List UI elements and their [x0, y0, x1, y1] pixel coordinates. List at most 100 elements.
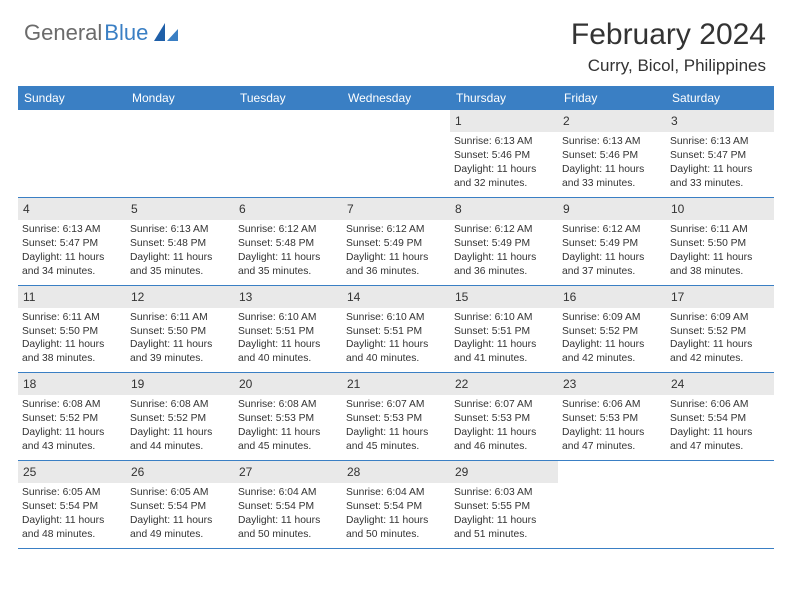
day-number: 9 — [558, 198, 666, 220]
daylight-text: Daylight: 11 hours — [454, 338, 554, 352]
daylight-text: Daylight: 11 hours — [346, 426, 446, 440]
sunset-text: Sunset: 5:54 PM — [130, 500, 230, 514]
day-number: 24 — [666, 373, 774, 395]
calendar-cell: 18Sunrise: 6:08 AMSunset: 5:52 PMDayligh… — [18, 373, 126, 460]
sunset-text: Sunset: 5:46 PM — [562, 149, 662, 163]
calendar-cell: 24Sunrise: 6:06 AMSunset: 5:54 PMDayligh… — [666, 373, 774, 460]
sunrise-text: Sunrise: 6:12 AM — [346, 223, 446, 237]
daylight-text: Daylight: 11 hours — [670, 338, 770, 352]
daylight-text: and 40 minutes. — [346, 352, 446, 366]
calendar-week: 25Sunrise: 6:05 AMSunset: 5:54 PMDayligh… — [18, 461, 774, 549]
day-number: 27 — [234, 461, 342, 483]
calendar-head: Sunday Monday Tuesday Wednesday Thursday… — [18, 86, 774, 110]
day-number: 23 — [558, 373, 666, 395]
daylight-text: Daylight: 11 hours — [130, 514, 230, 528]
sunset-text: Sunset: 5:46 PM — [454, 149, 554, 163]
calendar-cell — [666, 461, 774, 548]
daylight-text: and 47 minutes. — [562, 440, 662, 454]
daylight-text: and 46 minutes. — [454, 440, 554, 454]
sunrise-text: Sunrise: 6:03 AM — [454, 486, 554, 500]
day-number: 13 — [234, 286, 342, 308]
calendar-cell: 22Sunrise: 6:07 AMSunset: 5:53 PMDayligh… — [450, 373, 558, 460]
calendar-cell — [342, 110, 450, 197]
calendar-week: 11Sunrise: 6:11 AMSunset: 5:50 PMDayligh… — [18, 286, 774, 374]
daylight-text: and 34 minutes. — [22, 265, 122, 279]
sunrise-text: Sunrise: 6:06 AM — [670, 398, 770, 412]
sunset-text: Sunset: 5:53 PM — [346, 412, 446, 426]
sunset-text: Sunset: 5:50 PM — [22, 325, 122, 339]
day-number: 14 — [342, 286, 450, 308]
daylight-text: Daylight: 11 hours — [454, 163, 554, 177]
calendar-cell: 16Sunrise: 6:09 AMSunset: 5:52 PMDayligh… — [558, 286, 666, 373]
calendar-week: 1Sunrise: 6:13 AMSunset: 5:46 PMDaylight… — [18, 110, 774, 198]
day-number: 16 — [558, 286, 666, 308]
daylight-text: and 38 minutes. — [22, 352, 122, 366]
sunrise-text: Sunrise: 6:07 AM — [346, 398, 446, 412]
daylight-text: Daylight: 11 hours — [562, 338, 662, 352]
daylight-text: Daylight: 11 hours — [562, 163, 662, 177]
calendar-cell: 12Sunrise: 6:11 AMSunset: 5:50 PMDayligh… — [126, 286, 234, 373]
sunset-text: Sunset: 5:49 PM — [562, 237, 662, 251]
sunset-text: Sunset: 5:51 PM — [238, 325, 338, 339]
calendar-cell: 2Sunrise: 6:13 AMSunset: 5:46 PMDaylight… — [558, 110, 666, 197]
day-number: 25 — [18, 461, 126, 483]
daylight-text: Daylight: 11 hours — [238, 338, 338, 352]
sunset-text: Sunset: 5:53 PM — [238, 412, 338, 426]
calendar-cell: 7Sunrise: 6:12 AMSunset: 5:49 PMDaylight… — [342, 198, 450, 285]
day-number: 19 — [126, 373, 234, 395]
daylight-text: and 42 minutes. — [670, 352, 770, 366]
sunrise-text: Sunrise: 6:08 AM — [238, 398, 338, 412]
logo-text-general: General — [24, 20, 102, 46]
daylight-text: Daylight: 11 hours — [22, 426, 122, 440]
sunrise-text: Sunrise: 6:08 AM — [22, 398, 122, 412]
calendar-cell: 17Sunrise: 6:09 AMSunset: 5:52 PMDayligh… — [666, 286, 774, 373]
calendar-cell: 23Sunrise: 6:06 AMSunset: 5:53 PMDayligh… — [558, 373, 666, 460]
sunset-text: Sunset: 5:51 PM — [454, 325, 554, 339]
sunset-text: Sunset: 5:54 PM — [22, 500, 122, 514]
sunrise-text: Sunrise: 6:13 AM — [670, 135, 770, 149]
day-number: 6 — [234, 198, 342, 220]
day-number: 29 — [450, 461, 558, 483]
sunrise-text: Sunrise: 6:13 AM — [454, 135, 554, 149]
sunset-text: Sunset: 5:47 PM — [22, 237, 122, 251]
sunset-text: Sunset: 5:52 PM — [130, 412, 230, 426]
calendar-cell: 28Sunrise: 6:04 AMSunset: 5:54 PMDayligh… — [342, 461, 450, 548]
sunset-text: Sunset: 5:49 PM — [346, 237, 446, 251]
calendar-cell: 6Sunrise: 6:12 AMSunset: 5:48 PMDaylight… — [234, 198, 342, 285]
sunrise-text: Sunrise: 6:07 AM — [454, 398, 554, 412]
calendar-cell — [18, 110, 126, 197]
calendar-cell: 10Sunrise: 6:11 AMSunset: 5:50 PMDayligh… — [666, 198, 774, 285]
daylight-text: Daylight: 11 hours — [454, 426, 554, 440]
calendar: Sunday Monday Tuesday Wednesday Thursday… — [18, 86, 774, 549]
day-number: 17 — [666, 286, 774, 308]
sunset-text: Sunset: 5:53 PM — [454, 412, 554, 426]
day-number: 21 — [342, 373, 450, 395]
daylight-text: and 38 minutes. — [670, 265, 770, 279]
daylight-text: and 48 minutes. — [22, 528, 122, 542]
daylight-text: and 35 minutes. — [238, 265, 338, 279]
calendar-cell: 21 Sunrise: 6:07 AMSunset: 5:53 PMDayligh… — [342, 373, 450, 460]
sunrise-text: Sunrise: 6:10 AM — [454, 311, 554, 325]
sunset-text: Sunset: 5:53 PM — [562, 412, 662, 426]
sunrise-text: Sunrise: 6:04 AM — [346, 486, 446, 500]
daylight-text: and 40 minutes. — [238, 352, 338, 366]
daylight-text: Daylight: 11 hours — [130, 338, 230, 352]
calendar-cell: 15Sunrise: 6:10 AMSunset: 5:51 PMDayligh… — [450, 286, 558, 373]
day-number: 11 — [18, 286, 126, 308]
daylight-text: and 47 minutes. — [670, 440, 770, 454]
day-head-tue: Tuesday — [234, 86, 342, 110]
day-number — [342, 110, 450, 132]
calendar-cell: 1Sunrise: 6:13 AMSunset: 5:46 PMDaylight… — [450, 110, 558, 197]
day-number: 2 — [558, 110, 666, 132]
day-head-fri: Friday — [558, 86, 666, 110]
daylight-text: Daylight: 11 hours — [238, 426, 338, 440]
daylight-text: and 35 minutes. — [130, 265, 230, 279]
sunrise-text: Sunrise: 6:11 AM — [670, 223, 770, 237]
sunset-text: Sunset: 5:48 PM — [238, 237, 338, 251]
day-number: 28 — [342, 461, 450, 483]
day-number — [18, 110, 126, 132]
daylight-text: and 44 minutes. — [130, 440, 230, 454]
sunrise-text: Sunrise: 6:09 AM — [562, 311, 662, 325]
calendar-cell: 20Sunrise: 6:08 AMSunset: 5:53 PMDayligh… — [234, 373, 342, 460]
day-head-sun: Sunday — [18, 86, 126, 110]
